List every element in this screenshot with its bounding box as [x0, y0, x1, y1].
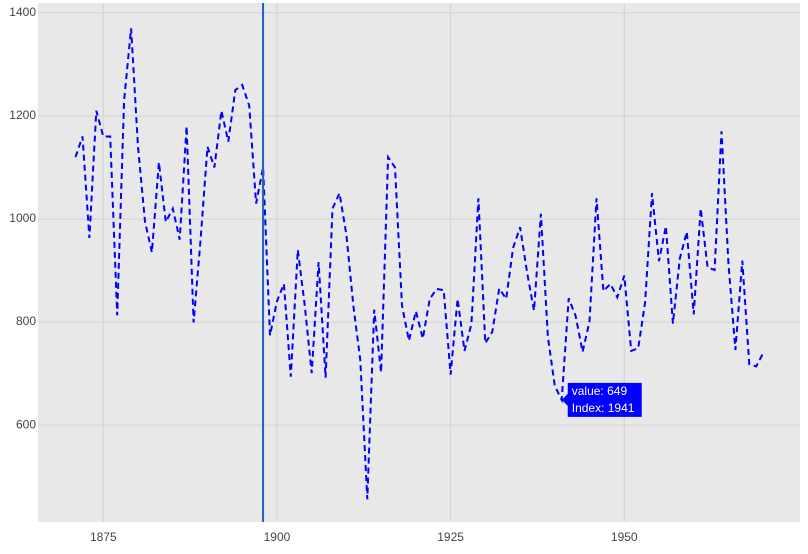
x-tick-label: 1875: [90, 530, 117, 544]
y-tick-label: 1000: [9, 211, 36, 225]
y-tick-label: 800: [16, 314, 36, 328]
tooltip-text: Index: 1941: [572, 401, 635, 415]
tooltip-text: value: 649: [572, 384, 628, 398]
y-tick-label: 600: [16, 417, 36, 431]
y-tick-label: 1400: [9, 5, 36, 19]
x-tick-label: 1925: [437, 530, 464, 544]
data-line: [74, 28, 765, 500]
tooltip: value: 649 Index: 1941: [561, 382, 642, 417]
tooltip-box: [561, 382, 642, 417]
x-tick-label: 1950: [611, 530, 638, 544]
y-tick-label: 1200: [9, 108, 36, 122]
plot-area: [38, 3, 800, 522]
x-tick-label: 1900: [264, 530, 291, 544]
